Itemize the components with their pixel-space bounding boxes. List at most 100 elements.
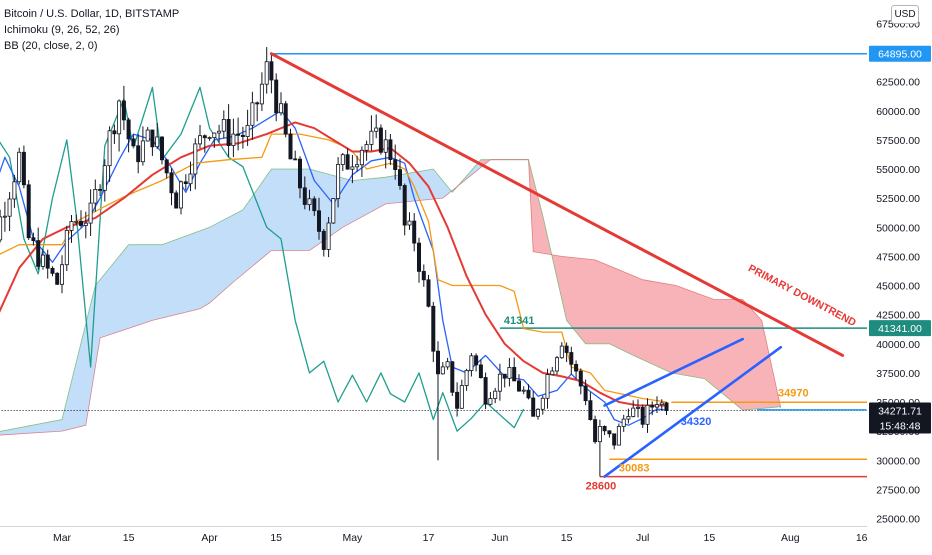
candle-body bbox=[650, 404, 655, 408]
badge-64895: 64895.00 bbox=[869, 45, 931, 62]
candle-body bbox=[512, 366, 517, 382]
badge-last-price: 34271.71 bbox=[869, 402, 931, 419]
candle bbox=[17, 147, 22, 185]
x-tick-label: May bbox=[342, 532, 363, 544]
candle bbox=[83, 211, 88, 239]
candle-body bbox=[131, 138, 136, 147]
candle bbox=[574, 360, 579, 380]
candle bbox=[659, 399, 664, 411]
candle bbox=[550, 367, 555, 376]
candle-body bbox=[288, 133, 293, 160]
candle-body bbox=[21, 151, 26, 186]
ichimoku-legend[interactable]: Ichimoku (9, 26, 52, 26) bbox=[4, 24, 120, 36]
x-tick-label: Mar bbox=[53, 532, 72, 544]
candle bbox=[636, 399, 641, 418]
candle bbox=[88, 189, 93, 236]
candle bbox=[93, 179, 98, 212]
candle-body bbox=[621, 418, 626, 427]
candle bbox=[26, 180, 31, 240]
candle bbox=[345, 148, 350, 170]
trendlines bbox=[269, 52, 845, 478]
candle bbox=[150, 129, 155, 156]
candle bbox=[202, 134, 207, 153]
label-30083: 30083 bbox=[619, 462, 650, 474]
candle-body bbox=[316, 210, 321, 232]
candle bbox=[145, 127, 150, 142]
candle bbox=[416, 237, 421, 283]
candle-body bbox=[274, 79, 279, 114]
candle-body bbox=[297, 158, 302, 189]
candle bbox=[36, 227, 41, 270]
y-tick-label: 27500.00 bbox=[876, 484, 920, 496]
candle-body bbox=[55, 272, 60, 285]
badge-64895-bg bbox=[869, 45, 931, 62]
x-tick-label: Apr bbox=[201, 532, 218, 544]
candle-body bbox=[107, 130, 112, 167]
candle bbox=[159, 136, 164, 165]
candle-body bbox=[474, 355, 479, 366]
candle-body bbox=[88, 202, 93, 224]
candle-body bbox=[564, 345, 569, 353]
candle-body bbox=[0, 216, 3, 241]
candle bbox=[464, 368, 469, 391]
candle-body bbox=[602, 425, 607, 432]
candle bbox=[107, 126, 112, 182]
candle bbox=[407, 212, 412, 230]
candle-body bbox=[407, 220, 412, 226]
y-tick-label: 30000.00 bbox=[876, 455, 920, 467]
candle-body bbox=[383, 139, 388, 153]
currency-badge[interactable]: USD bbox=[891, 5, 919, 24]
candle bbox=[264, 47, 269, 94]
badge-last-price-bg bbox=[869, 402, 931, 419]
candle-body bbox=[93, 188, 98, 204]
candle-body bbox=[435, 350, 440, 375]
symbol-title[interactable]: Bitcoin / U.S. Dollar, 1D, BITSTAMP bbox=[4, 8, 180, 20]
candle bbox=[41, 248, 46, 270]
candle-body bbox=[483, 377, 488, 405]
label-34320: 34320 bbox=[681, 416, 712, 428]
candle bbox=[478, 359, 483, 379]
candle bbox=[607, 430, 612, 438]
candle bbox=[402, 183, 407, 236]
candle-body bbox=[569, 352, 574, 365]
price-axis[interactable]: 25000.0027500.0030000.0032500.0035000.00… bbox=[876, 18, 920, 525]
candle-body bbox=[636, 406, 641, 409]
candle-body bbox=[140, 140, 145, 163]
candle-body bbox=[359, 149, 364, 166]
candle bbox=[469, 353, 474, 377]
y-tick-label: 62500.00 bbox=[876, 77, 920, 89]
candle bbox=[588, 392, 593, 421]
candle bbox=[650, 401, 655, 416]
candle-body bbox=[493, 390, 498, 399]
y-tick-label: 57500.00 bbox=[876, 135, 920, 147]
candle-body bbox=[488, 398, 493, 405]
candle bbox=[497, 363, 502, 401]
candle bbox=[307, 189, 312, 211]
candle-body bbox=[664, 402, 669, 411]
candle-body bbox=[559, 345, 564, 359]
bb-legend[interactable]: BB (20, close, 2, 0) bbox=[4, 40, 98, 52]
candle-body bbox=[574, 363, 579, 372]
cloud-bullish bbox=[0, 159, 481, 436]
candle-body bbox=[79, 220, 84, 226]
candle bbox=[55, 272, 60, 285]
candle-body bbox=[350, 166, 355, 170]
candle-body bbox=[126, 119, 131, 140]
candle bbox=[445, 357, 450, 370]
candle bbox=[593, 415, 598, 444]
candle-body bbox=[193, 143, 198, 175]
badge-countdown-text: 15:48:48 bbox=[880, 421, 921, 433]
candle-body bbox=[502, 373, 507, 379]
candle-body bbox=[117, 100, 122, 135]
time-axis[interactable]: Mar 15 Apr 15 May 17 Jun 15 Jul 15 Aug 16 bbox=[0, 526, 868, 545]
candle-body bbox=[588, 400, 593, 421]
candle bbox=[60, 255, 65, 294]
candle-body bbox=[597, 425, 602, 443]
candle-body bbox=[60, 264, 65, 285]
candle-body bbox=[631, 407, 636, 417]
candle bbox=[164, 158, 169, 179]
candle-body bbox=[450, 361, 455, 393]
candle bbox=[388, 134, 393, 165]
